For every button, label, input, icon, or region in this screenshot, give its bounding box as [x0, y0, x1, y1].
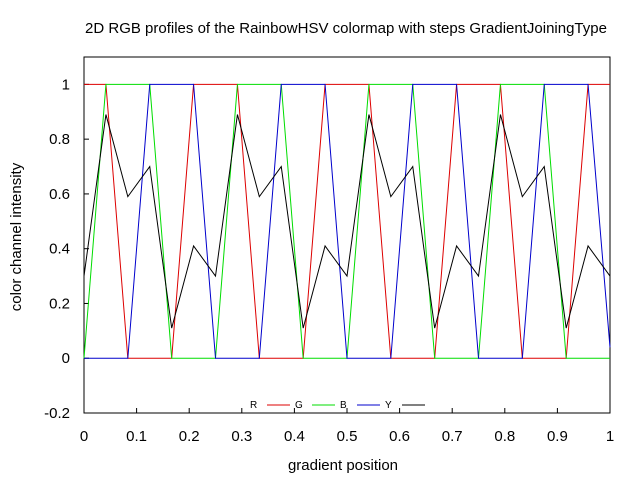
- x-axis: 0 0.1 0.2 0.3 0.4 0.5 0.6 0.7 0.8 0.9 1: [80, 408, 614, 445]
- y-tick-label: 0: [62, 350, 70, 367]
- legend-label-g: G: [295, 400, 303, 411]
- series-line-y: [83, 114, 611, 329]
- x-tick-label: 0.9: [547, 428, 568, 445]
- series-line-g: [83, 83, 610, 359]
- x-tick-label: 1: [606, 428, 614, 445]
- x-tick-label: 0.6: [389, 428, 410, 445]
- y-axis: -0.2 0 0.2 0.4 0.6 0.8 1: [44, 76, 89, 422]
- plot-frame: [83, 56, 611, 414]
- series-lines: [83, 83, 611, 359]
- x-tick-label: 0.5: [337, 428, 358, 445]
- legend-label-r: R: [250, 400, 257, 411]
- y-tick-label: 1: [62, 76, 70, 93]
- series-line-r: [84, 83, 610, 359]
- x-tick-label: 0.2: [179, 428, 200, 445]
- legend-label-y: Y: [385, 400, 392, 411]
- y-axis-label: color channel intensity: [8, 162, 25, 311]
- x-axis-label: gradient position: [288, 457, 398, 474]
- y-tick-label: 0.4: [49, 241, 70, 258]
- y-tick-label: 0.6: [49, 186, 70, 203]
- x-tick-label: 0.8: [494, 428, 515, 445]
- x-tick-label: 0.1: [126, 428, 147, 445]
- chart-title: 2D RGB profiles of the RainbowHSV colorm…: [85, 20, 607, 37]
- x-tick-label: 0.3: [231, 428, 252, 445]
- y-tick-label: 0.2: [49, 295, 70, 312]
- x-tick-label: 0: [80, 428, 88, 445]
- legend-label-b: B: [340, 400, 347, 411]
- x-tick-label: 0.4: [284, 428, 305, 445]
- y-tick-label: -0.2: [44, 405, 70, 422]
- x-tick-label: 0.7: [442, 428, 463, 445]
- y-tick-label: 0.8: [49, 131, 70, 148]
- series-line-b: [84, 83, 611, 359]
